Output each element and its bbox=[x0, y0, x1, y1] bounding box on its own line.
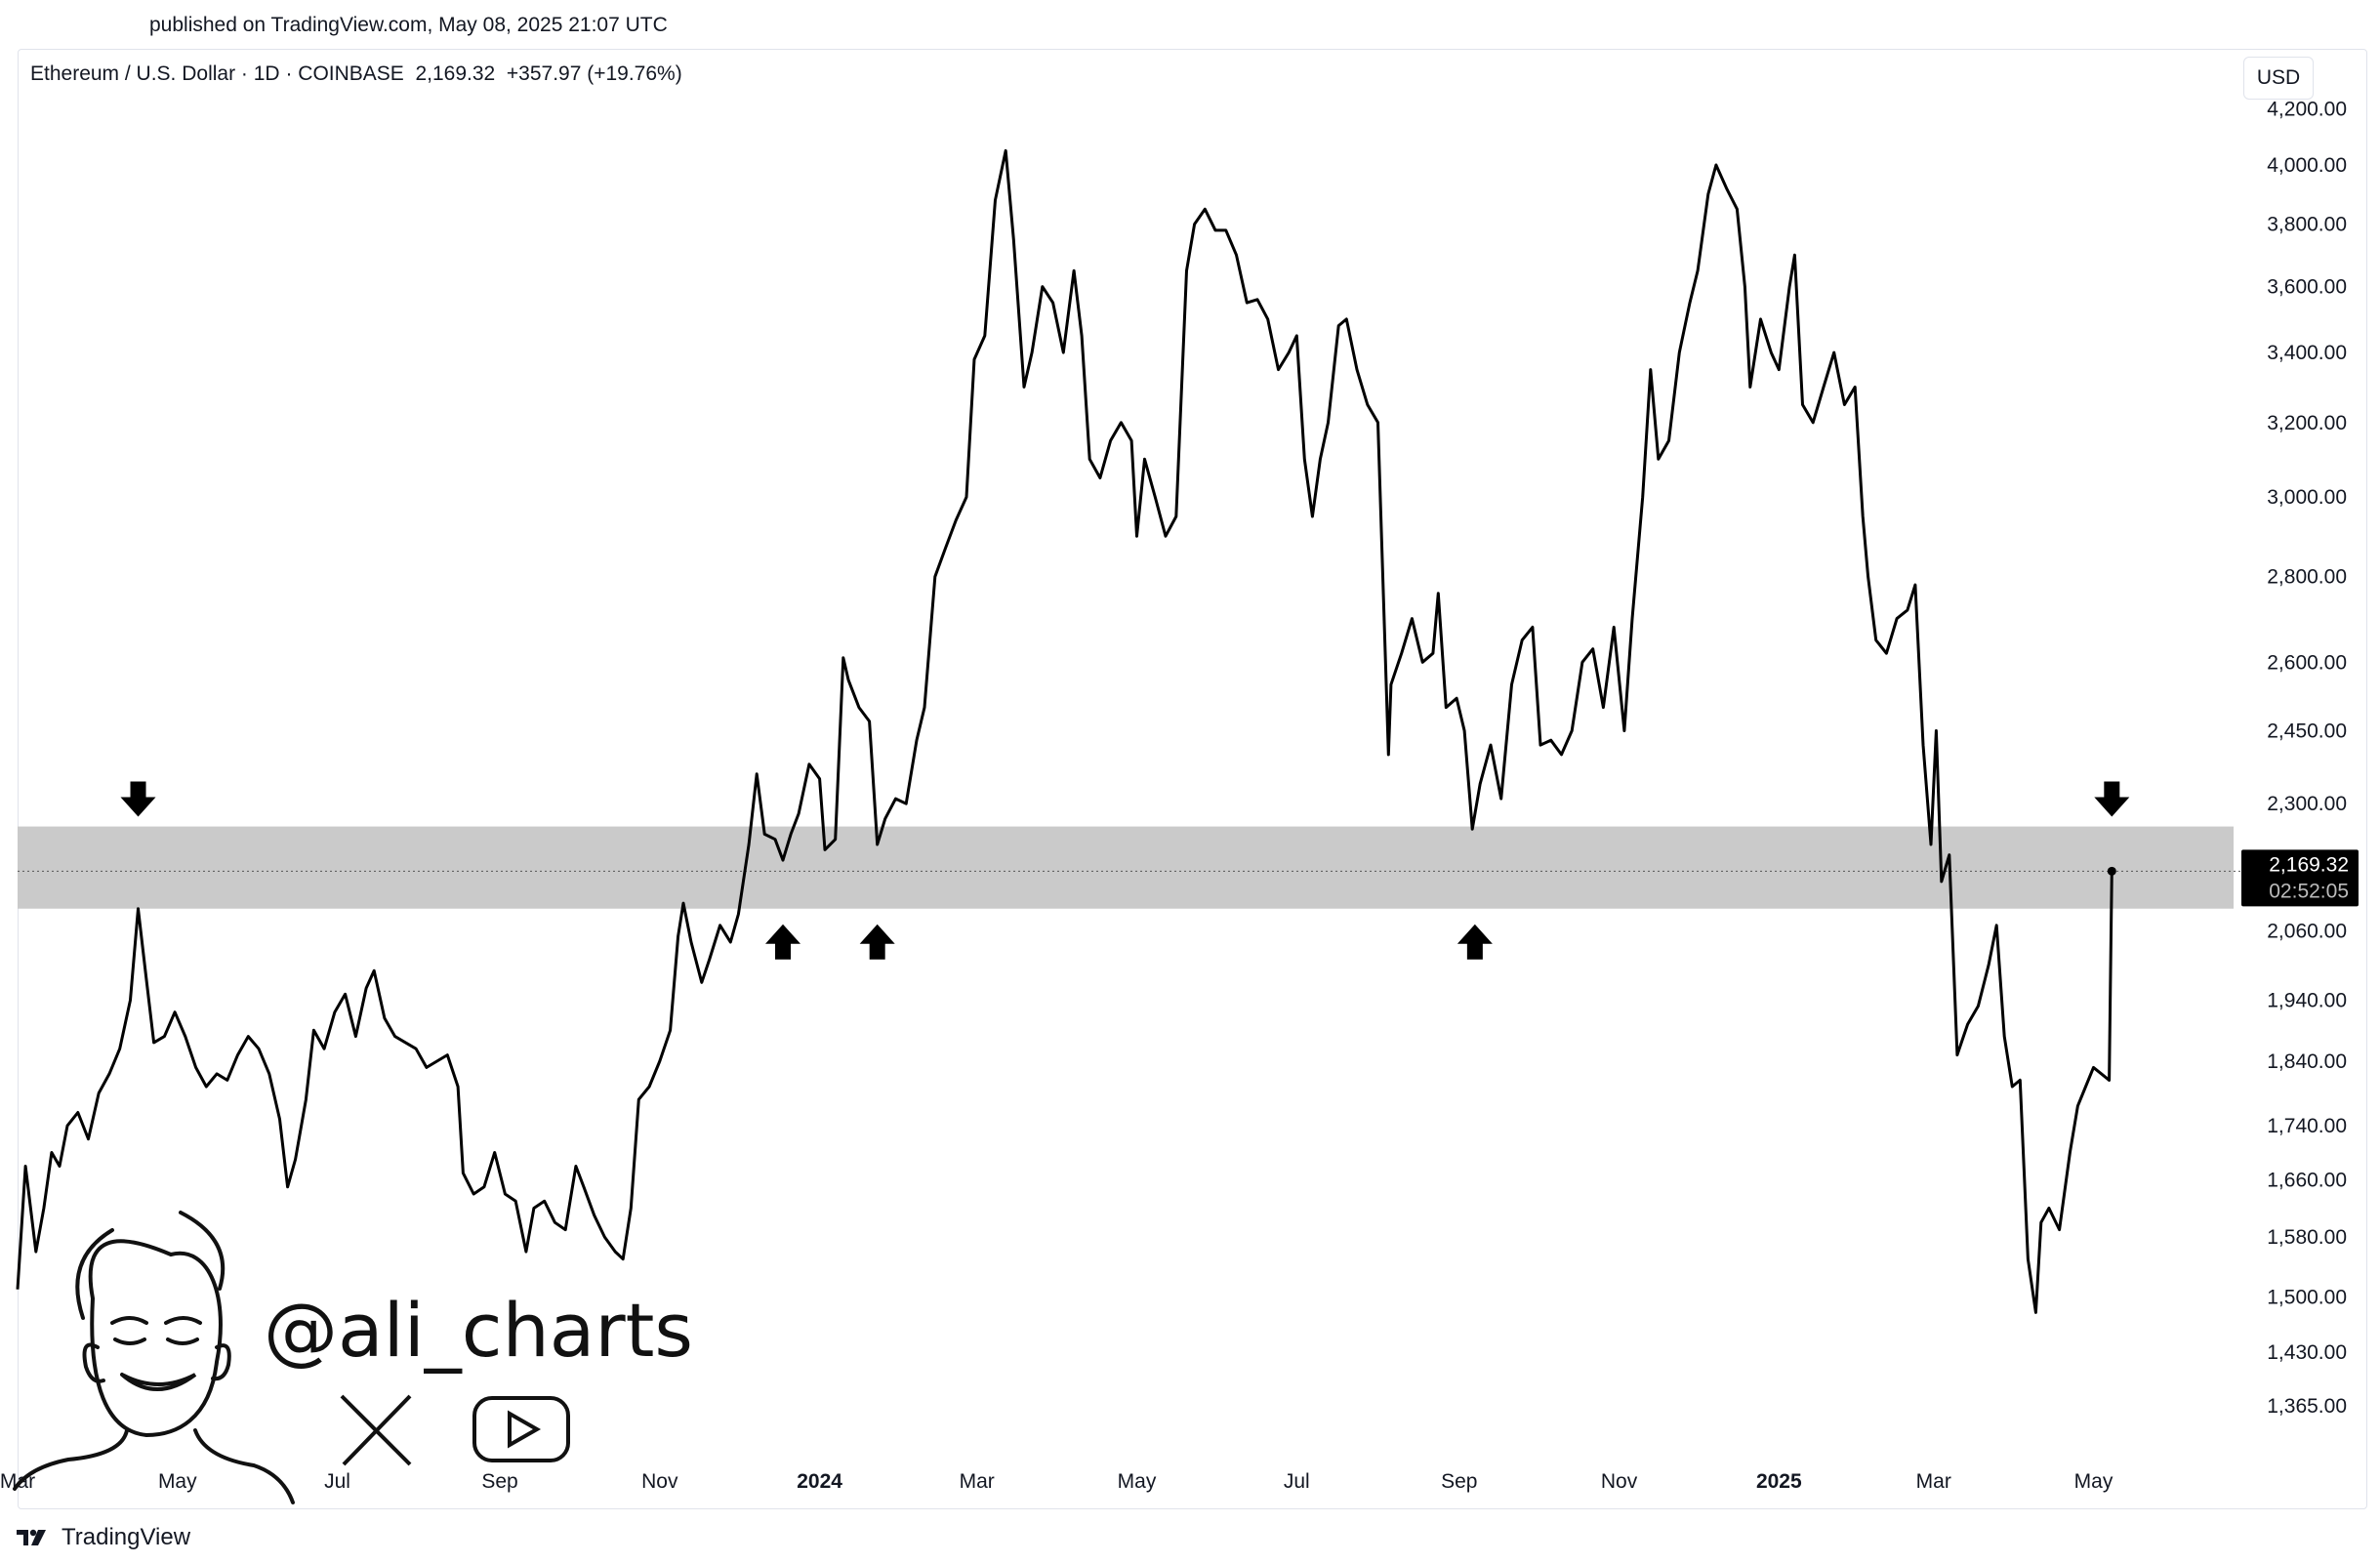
y-tick-label: 1,660.00 bbox=[2267, 1170, 2347, 1192]
marker-arrow-up-4 bbox=[1457, 924, 1493, 960]
current-price-badge bbox=[2241, 849, 2359, 907]
x-tick-label: May bbox=[2074, 1470, 2113, 1493]
x-tick-label: Nov bbox=[1601, 1470, 1638, 1493]
y-tick-label: 3,200.00 bbox=[2267, 412, 2347, 434]
x-tick-label: Mar bbox=[1916, 1470, 1951, 1493]
x-tick-label: Mar bbox=[960, 1470, 995, 1493]
last-price-dot bbox=[2107, 866, 2116, 876]
marker-arrow-up-3 bbox=[859, 924, 895, 960]
published-caption: published on TradingView.com, May 08, 20… bbox=[149, 14, 668, 36]
y-tick-label: 2,060.00 bbox=[2267, 920, 2347, 942]
last-price: 2,169.32 bbox=[415, 62, 496, 85]
symbol-interval: 1D bbox=[253, 62, 280, 85]
x-tick-label: Jul bbox=[1284, 1470, 1310, 1493]
watermark-handle: @ali_charts bbox=[264, 1287, 693, 1374]
marker-arrow-up-2 bbox=[765, 924, 801, 960]
marker-arrow-down-5 bbox=[2094, 781, 2130, 817]
youtube-icon bbox=[472, 1396, 570, 1462]
y-tick-label: 2,600.00 bbox=[2267, 651, 2347, 674]
x-tick-label: 2025 bbox=[1756, 1470, 1802, 1493]
y-tick-label: 2,450.00 bbox=[2267, 720, 2347, 743]
marker-arrow-down-1 bbox=[120, 781, 156, 817]
y-tick-label: 3,800.00 bbox=[2267, 214, 2347, 236]
x-tick-label: Sep bbox=[1441, 1470, 1477, 1493]
current-price-label: 2,169.32 bbox=[2269, 853, 2349, 876]
y-tick-label: 3,600.00 bbox=[2267, 276, 2347, 299]
countdown-label: 02:52:05 bbox=[2269, 880, 2349, 902]
tradingview-footer[interactable]: TradingView bbox=[17, 1524, 190, 1551]
author-portrait-icon bbox=[13, 1211, 295, 1504]
y-tick-label: 1,740.00 bbox=[2267, 1115, 2347, 1137]
symbol-exchange: COINBASE bbox=[298, 62, 404, 85]
currency-selector[interactable]: USD bbox=[2243, 57, 2314, 100]
y-tick-label: 1,500.00 bbox=[2267, 1287, 2347, 1309]
x-tick-label: May bbox=[1118, 1470, 1157, 1493]
x-tick-label: Nov bbox=[641, 1470, 678, 1493]
y-tick-label: 4,000.00 bbox=[2267, 154, 2347, 177]
x-tick-label: May bbox=[158, 1470, 197, 1493]
y-tick-label: 2,300.00 bbox=[2267, 793, 2347, 815]
price-series-line bbox=[16, 148, 2113, 1314]
y-tick-label: 2,800.00 bbox=[2267, 566, 2347, 589]
y-tick-label: 1,365.00 bbox=[2267, 1395, 2347, 1418]
y-tick-label: 1,580.00 bbox=[2267, 1226, 2347, 1249]
support-resistance-zone bbox=[18, 826, 2234, 909]
x-tick-label: 2024 bbox=[797, 1470, 842, 1493]
symbol-info[interactable]: Ethereum / U.S. Dollar · 1D · COINBASE 2… bbox=[30, 62, 682, 85]
y-tick-label: 3,400.00 bbox=[2267, 342, 2347, 364]
x-logo-icon bbox=[340, 1394, 412, 1466]
y-tick-label: 1,940.00 bbox=[2267, 989, 2347, 1011]
x-tick-label: Jul bbox=[324, 1470, 350, 1493]
chart-panel[interactable] bbox=[18, 49, 2367, 1509]
y-tick-label: 4,200.00 bbox=[2267, 98, 2347, 120]
y-tick-label: 1,430.00 bbox=[2267, 1341, 2347, 1364]
y-tick-label: 1,840.00 bbox=[2267, 1050, 2347, 1073]
tradingview-logo-icon bbox=[17, 1529, 46, 1545]
y-tick-label: 3,000.00 bbox=[2267, 486, 2347, 509]
price-change: +357.97 (+19.76%) bbox=[506, 62, 682, 85]
footer-brand: TradingView bbox=[62, 1524, 191, 1550]
symbol-name: Ethereum / U.S. Dollar bbox=[30, 62, 236, 85]
x-tick-label: Sep bbox=[481, 1470, 517, 1493]
